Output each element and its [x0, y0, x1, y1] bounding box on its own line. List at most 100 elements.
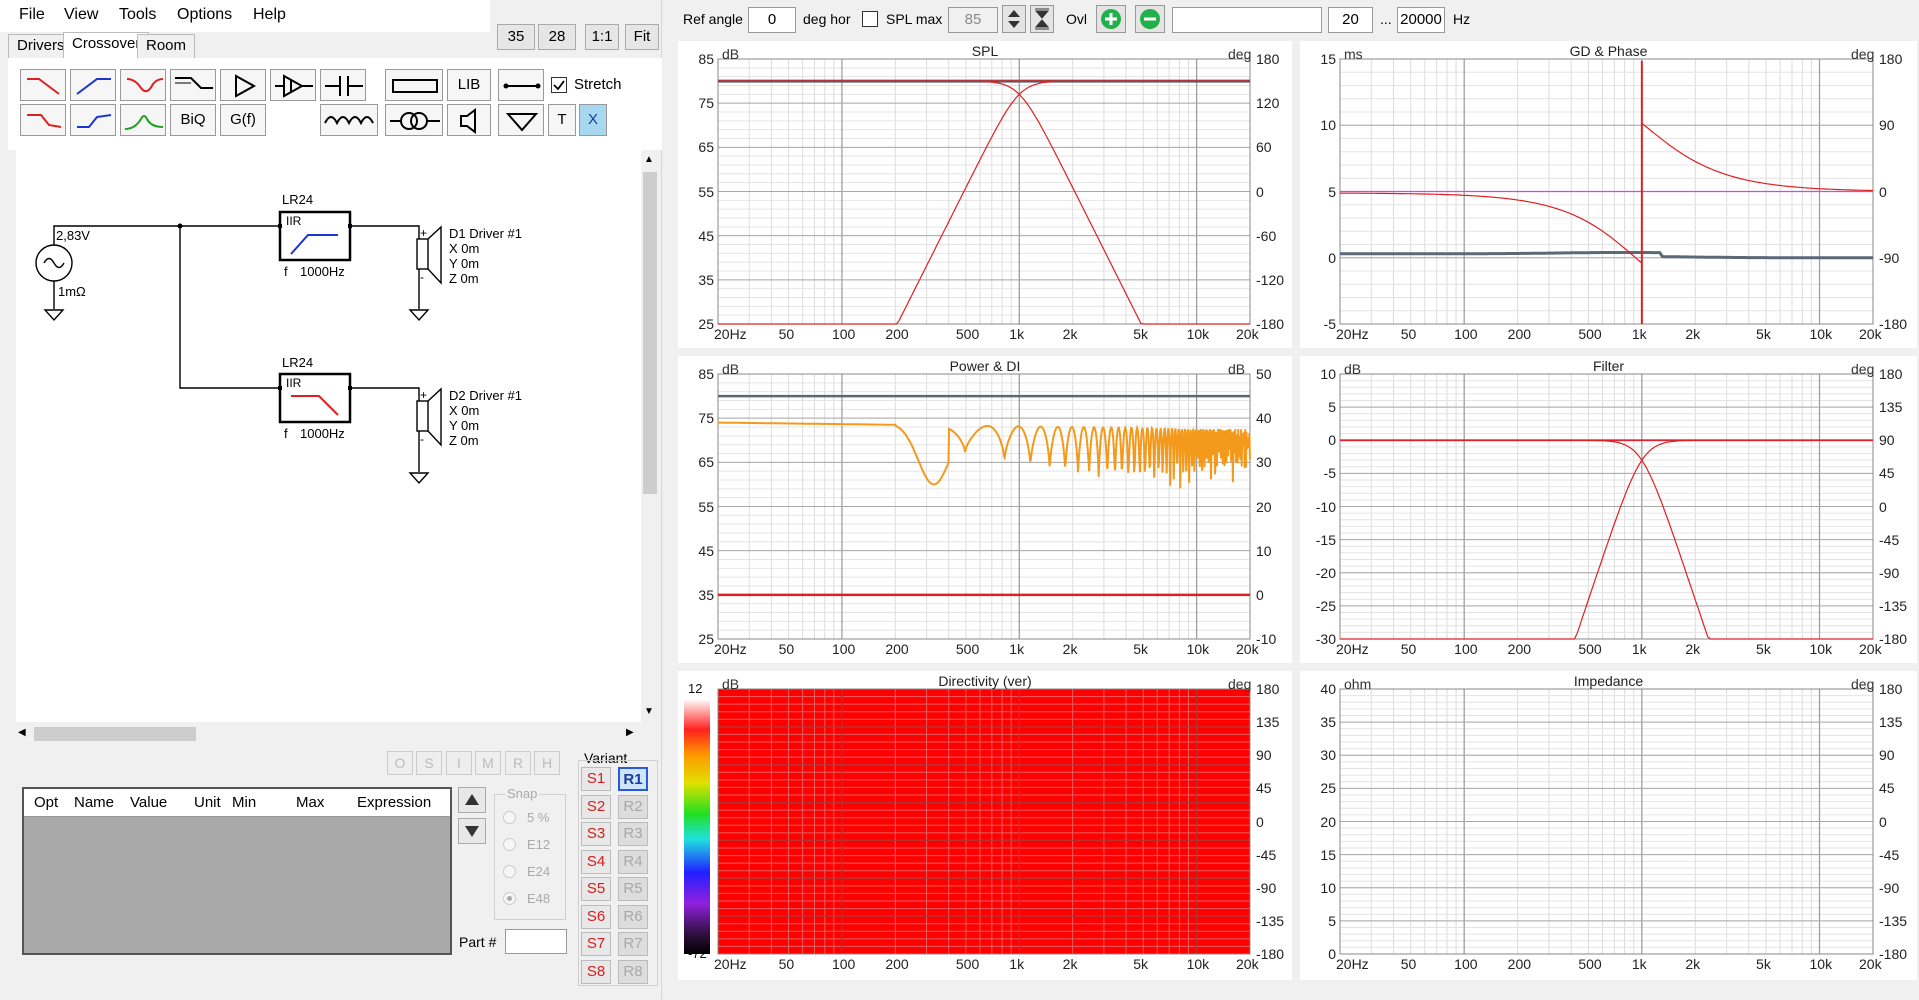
variant-s1-button[interactable]: S1: [581, 767, 611, 791]
schematic-canvas[interactable]: 2,83V 1mΩ LR24 IIR f 1000Hz LR24 IIR f 1…: [16, 150, 641, 722]
zoom-1to1-button[interactable]: 1:1: [585, 24, 619, 50]
stretch-checkbox[interactable]: [551, 77, 567, 93]
variant-r8-button[interactable]: R8: [618, 959, 648, 984]
col-name[interactable]: Name: [74, 794, 115, 811]
variant-s4-button[interactable]: S4: [581, 849, 611, 874]
lib-button[interactable]: LIB: [447, 69, 491, 101]
ground-icon[interactable]: [498, 104, 544, 136]
highpass-red-icon[interactable]: [20, 69, 66, 101]
opt-button-r[interactable]: R: [505, 751, 531, 775]
variant-s3-button[interactable]: S3: [581, 822, 611, 846]
move-down-button[interactable]: [458, 818, 486, 844]
buffer-amp-icon[interactable]: [270, 69, 316, 101]
tab-room[interactable]: Room: [137, 34, 196, 58]
directivity-right-unit: deg: [1228, 676, 1252, 692]
zoom-fit-button[interactable]: Fit: [625, 24, 659, 50]
col-value[interactable]: Value: [130, 794, 168, 811]
variant-r5-button[interactable]: R5: [618, 877, 648, 901]
opt-button-m[interactable]: M: [475, 751, 501, 775]
driver1-minus: -: [420, 270, 424, 284]
tab-drivers[interactable]: Drivers: [8, 34, 74, 58]
close-x-button[interactable]: X: [579, 104, 607, 136]
shelf-icon[interactable]: [170, 69, 216, 101]
menu-file[interactable]: File: [19, 6, 45, 23]
snap-radio-e24[interactable]: [503, 865, 516, 878]
zoom-28-button[interactable]: 28: [538, 24, 576, 50]
scroll-up-icon[interactable]: ▲: [644, 154, 654, 165]
move-up-button[interactable]: [458, 787, 486, 813]
scroll-right-icon[interactable]: ▶: [626, 727, 634, 738]
biquad-button[interactable]: BiQ: [170, 104, 216, 136]
variant-r2-button[interactable]: R2: [618, 794, 648, 819]
variant-r1-button[interactable]: R1: [618, 767, 648, 791]
opt-button-s[interactable]: S: [416, 751, 442, 775]
parameter-table[interactable]: Opt Name Value Unit Min Max Expression: [22, 787, 452, 955]
snap-radio-e48[interactable]: [503, 892, 516, 905]
col-expression[interactable]: Expression: [357, 794, 432, 811]
horizontal-scroll-thumb[interactable]: [34, 727, 196, 741]
gf-button[interactable]: G(f): [220, 104, 266, 136]
overlay-input[interactable]: [1172, 7, 1322, 33]
variant-r4-button[interactable]: R4: [618, 849, 648, 874]
scroll-down-icon[interactable]: ▼: [644, 706, 654, 717]
vertical-scroll-thumb[interactable]: [643, 172, 657, 494]
left-tick-label: 10: [1320, 879, 1336, 896]
horizontal-scrollbar[interactable]: ◀ ▶: [16, 724, 641, 744]
opt-button-i[interactable]: I: [446, 751, 472, 775]
variant-r7-button[interactable]: R7: [618, 932, 648, 956]
menu-view[interactable]: View: [64, 6, 99, 23]
lowpass-step-blue-icon[interactable]: [70, 104, 116, 136]
opt-button-o[interactable]: O: [387, 751, 413, 775]
filter-graph[interactable]: Filter dB deg 10 5 0 -5 -10 -15 -20 -25 -30 180 135 90…: [1300, 356, 1917, 663]
spl-max-checkbox[interactable]: [862, 11, 878, 27]
variant-r6-button[interactable]: R6: [618, 904, 648, 929]
directivity-graph[interactable]: Directivity (ver)dBdeg120-12-24-36-48-60…: [678, 671, 1292, 980]
spl-graph[interactable]: SPL dB deg 85 75 65 55 45 35 25 180 120 60 0 -60 -120 -1…: [678, 41, 1292, 348]
text-button[interactable]: T: [548, 104, 576, 136]
spl-range-button[interactable]: [1030, 5, 1054, 33]
gd-phase-graph[interactable]: GD & Phase ms deg 15 10 5 0 -5 180 90 0 -90 -180 20Hz…: [1300, 41, 1917, 348]
zoom-35-button[interactable]: 35: [497, 24, 535, 50]
spl-spin-button[interactable]: [1002, 5, 1026, 33]
inductor-icon[interactable]: [320, 104, 378, 136]
menu-options[interactable]: Options: [177, 6, 233, 23]
tab-crossover[interactable]: Crossover: [63, 32, 150, 58]
variant-r3-button[interactable]: R3: [618, 822, 648, 846]
snap-radio-e12[interactable]: [503, 838, 516, 851]
freq-min-input[interactable]: 20: [1328, 7, 1373, 33]
variant-s5-button[interactable]: S5: [581, 877, 611, 901]
variant-s7-button[interactable]: S7: [581, 932, 611, 956]
menu-tools[interactable]: Tools: [119, 6, 157, 23]
variant-s6-button[interactable]: S6: [581, 904, 611, 929]
col-max[interactable]: Max: [296, 794, 325, 811]
vertical-scrollbar[interactable]: ▲ ▼: [641, 150, 659, 722]
power-di-graph[interactable]: Power & DI dB dB 85 75 65 55 45 35 25 50 40 30 20 10 0-…: [678, 356, 1292, 663]
freq-max-input[interactable]: 20000: [1397, 7, 1445, 33]
col-min[interactable]: Min: [232, 794, 257, 811]
peak-green-icon[interactable]: [120, 104, 166, 136]
transformer-icon[interactable]: [385, 104, 443, 136]
wire-icon[interactable]: [498, 69, 544, 101]
scroll-left-icon[interactable]: ◀: [18, 727, 26, 738]
amplifier-icon[interactable]: [220, 69, 266, 101]
impedance-graph[interactable]: Impedance ohm deg 40 35 30 25 20 15 10 5 0 180 135 90 4…: [1300, 671, 1917, 980]
highpass-step-red-icon[interactable]: [20, 104, 66, 136]
zoom-in-button[interactable]: [1096, 5, 1126, 33]
menu-help[interactable]: Help: [253, 6, 286, 23]
spl-max-input[interactable]: 85: [948, 7, 998, 33]
zoom-out-button[interactable]: [1135, 5, 1165, 33]
col-unit[interactable]: Unit: [194, 794, 221, 811]
snap-radio-5[interactable]: [503, 811, 516, 824]
opt-button-h[interactable]: H: [534, 751, 560, 775]
col-opt[interactable]: Opt: [34, 794, 59, 811]
lowpass-blue-icon[interactable]: [70, 69, 116, 101]
speaker-icon[interactable]: [447, 104, 491, 136]
bandstop-red-icon[interactable]: [120, 69, 166, 101]
capacitor-icon[interactable]: [320, 69, 366, 101]
variant-s8-button[interactable]: S8: [581, 959, 611, 984]
variant-s2-button[interactable]: S2: [581, 794, 611, 819]
right-tick-label: -90: [1256, 879, 1277, 896]
part-number-input[interactable]: [505, 929, 567, 954]
resistor-icon[interactable]: [385, 69, 443, 101]
ref-angle-input[interactable]: 0: [748, 7, 796, 33]
